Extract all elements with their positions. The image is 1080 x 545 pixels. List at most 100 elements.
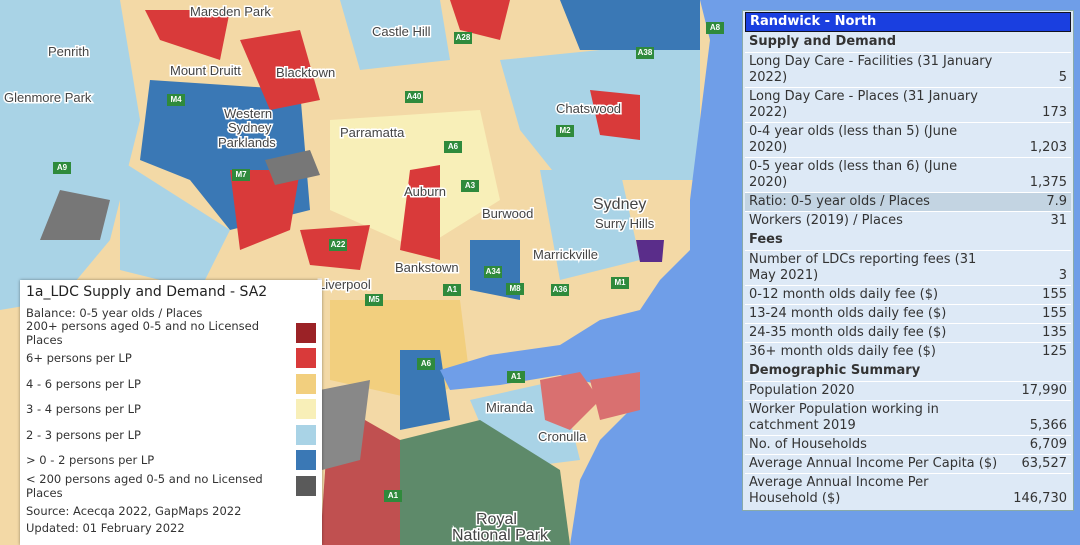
shield-box bbox=[461, 180, 479, 192]
stat-label: Worker Population working in catchment 2… bbox=[749, 402, 939, 433]
stat-value: 125 bbox=[1042, 344, 1067, 359]
place-label: Western bbox=[224, 106, 272, 121]
stat-row: 0-5 year olds (less than 6) (June 2020) 1… bbox=[745, 157, 1071, 192]
road-label: A34 bbox=[486, 267, 501, 276]
road-label: A40 bbox=[407, 92, 422, 101]
stat-label: Population 2020 bbox=[749, 383, 855, 398]
legend-updated: Updated: 01 February 2022 bbox=[26, 520, 185, 535]
shield-box bbox=[53, 162, 71, 174]
place-label: National Park bbox=[452, 527, 549, 544]
road-shield: A3 bbox=[461, 180, 479, 192]
info-panel: Randwick - North Supply and Demand Long D… bbox=[742, 10, 1074, 511]
place-label: Parramatta bbox=[340, 125, 405, 140]
legend[interactable]: 1a_LDC Supply and Demand - SA2 Balance: … bbox=[20, 280, 322, 545]
legend-swatch bbox=[296, 475, 316, 496]
road-shield: M8 bbox=[506, 283, 524, 295]
region bbox=[40, 190, 110, 240]
stat-value: 31 bbox=[1050, 213, 1067, 228]
stat-row: Ratio: 0-5 year olds / Places 7.9 bbox=[745, 192, 1071, 211]
place-label: Surry Hills bbox=[595, 216, 655, 231]
legend-label: > 0 - 2 persons per LP bbox=[26, 453, 155, 468]
legend-source: Source: Acecqa 2022, GapMaps 2022 bbox=[26, 503, 242, 518]
stat-value: 1,203 bbox=[1029, 140, 1067, 155]
place-label: Burwood bbox=[482, 206, 533, 221]
region bbox=[400, 350, 450, 430]
place-label: Bankstown bbox=[395, 260, 459, 275]
place-label: Royal bbox=[476, 511, 517, 528]
legend-item: 6+ persons per LP bbox=[26, 346, 316, 372]
road-shields: A9 A28 A38 A8 M4 M7 A40 A6 M2 A3 A22 M5 M8 M1 A34 A36 A1… bbox=[53, 22, 724, 502]
road-shield: A6 bbox=[444, 141, 462, 153]
legend-label: 6+ persons per LP bbox=[26, 351, 132, 366]
stat-value: 7.9 bbox=[1046, 194, 1067, 209]
region bbox=[120, 160, 230, 290]
stat-label: Long Day Care - Facilities (31 January 2… bbox=[749, 54, 993, 85]
stat-label: 36+ month olds daily fee ($) bbox=[749, 344, 937, 359]
road-label: A1 bbox=[447, 285, 458, 294]
legend-label: 3 - 4 persons per LP bbox=[26, 402, 141, 417]
shield-box bbox=[384, 490, 402, 502]
shield-box bbox=[365, 294, 383, 306]
road-shield: M7 bbox=[232, 169, 250, 181]
stat-label: No. of Households bbox=[749, 437, 867, 452]
road-label: A38 bbox=[638, 48, 653, 57]
legend-title: 1a_LDC Supply and Demand - SA2 bbox=[26, 284, 268, 300]
stat-value: 6,709 bbox=[1029, 437, 1067, 452]
legend-item: > 0 - 2 persons per LP bbox=[26, 448, 316, 474]
road-shield: A22 bbox=[329, 239, 347, 251]
stat-row: Workers (2019) / Places 31 bbox=[745, 211, 1071, 230]
legend-swatch bbox=[296, 373, 316, 394]
legend-label: 4 - 6 persons per LP bbox=[26, 376, 141, 391]
stat-label: Number of LDCs reporting fees (31 May 20… bbox=[749, 252, 977, 283]
road-shield: A1 bbox=[507, 371, 525, 383]
legend-swatch bbox=[296, 322, 316, 343]
legend-subtitle: Balance: 0-5 year olds / Places bbox=[26, 306, 203, 320]
stat-row: Long Day Care - Facilities (31 January 2… bbox=[745, 52, 1071, 87]
region bbox=[540, 372, 600, 430]
road-shield: A28 bbox=[454, 32, 472, 44]
legend-label: < 200 persons aged 0-5 and no Licensed P… bbox=[26, 471, 263, 500]
shield-box bbox=[506, 283, 524, 295]
place-label: Chatswood bbox=[556, 101, 621, 116]
stat-row: Average Annual Income Per Capita ($) 63,5… bbox=[745, 454, 1071, 473]
legend-swatch bbox=[296, 348, 316, 369]
shield-box bbox=[454, 32, 472, 44]
place-label: Cronulla bbox=[538, 429, 587, 444]
road-shield: M1 bbox=[611, 277, 629, 289]
stat-value: 173 bbox=[1042, 105, 1067, 120]
road-shield: A9 bbox=[53, 162, 71, 174]
region bbox=[590, 372, 640, 420]
stat-value: 17,990 bbox=[1021, 383, 1068, 398]
road-shield: A6 bbox=[417, 358, 435, 370]
road-shield: A38 bbox=[636, 47, 654, 59]
region bbox=[636, 240, 664, 262]
shield-box bbox=[484, 266, 502, 278]
shield-box bbox=[611, 277, 629, 289]
stat-label: 0-5 year olds (less than 6) (June 2020) bbox=[749, 159, 958, 190]
place-label: Auburn bbox=[404, 184, 446, 199]
stat-label: 24-35 month olds daily fee ($) bbox=[749, 325, 947, 340]
stat-row: 0-12 month olds daily fee ($) 155 bbox=[745, 285, 1071, 304]
road-label: A36 bbox=[553, 285, 568, 294]
stat-label: Average Annual Income Per Household ($) bbox=[749, 475, 929, 506]
road-label: M1 bbox=[614, 278, 626, 287]
road-label: A28 bbox=[456, 33, 471, 42]
stat-value: 1,375 bbox=[1029, 175, 1067, 190]
stat-row: 13-24 month olds daily fee ($) 155 bbox=[745, 304, 1071, 323]
stat-value: 135 bbox=[1042, 325, 1067, 340]
shield-box bbox=[405, 91, 423, 103]
stat-row: Number of LDCs reporting fees (31 May 20… bbox=[745, 250, 1071, 285]
stat-label: 0-4 year olds (less than 5) (June 2020) bbox=[749, 124, 958, 155]
shield-box bbox=[444, 141, 462, 153]
place-label: Parklands bbox=[218, 135, 276, 150]
road-label: A9 bbox=[57, 163, 68, 172]
road-shield: A34 bbox=[484, 266, 502, 278]
stat-value: 146,730 bbox=[1013, 491, 1067, 506]
road-label: M5 bbox=[368, 295, 380, 304]
place-label: Sydney bbox=[228, 120, 272, 135]
road-shield: M2 bbox=[556, 125, 574, 137]
place-label: Penrith bbox=[48, 44, 89, 59]
shield-box bbox=[329, 239, 347, 251]
stat-label: Ratio: 0-5 year olds / Places bbox=[749, 194, 930, 209]
region bbox=[450, 0, 510, 40]
